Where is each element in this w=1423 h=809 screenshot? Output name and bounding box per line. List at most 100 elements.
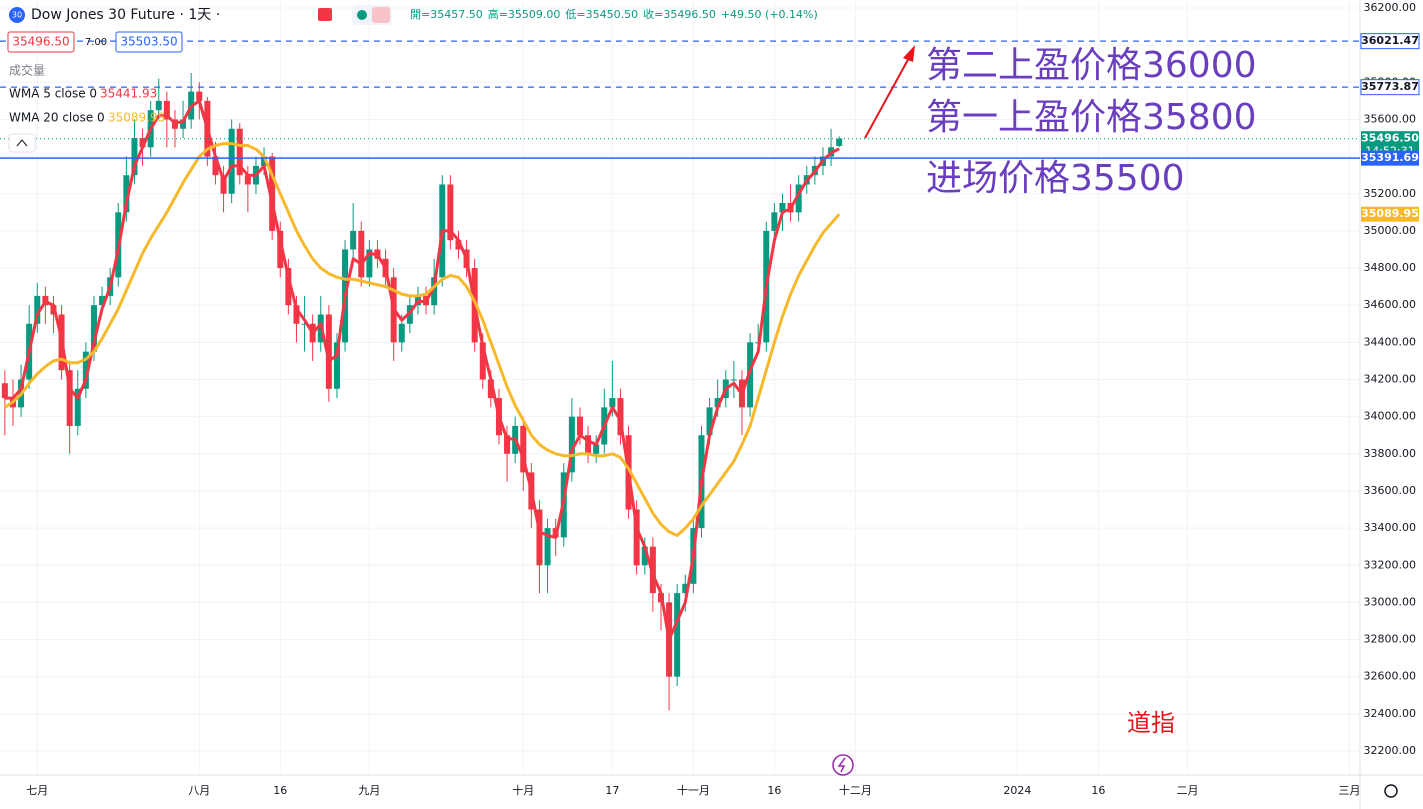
overlay: 30 Dow Jones 30 Future · 1天 · 開=35457.50… bbox=[7, 5, 1420, 798]
x-tick-label: 16 bbox=[1091, 784, 1105, 797]
y-tick-label: 33200.00 bbox=[1364, 558, 1417, 571]
y-tick-label: 35000.00 bbox=[1364, 224, 1417, 237]
candle-body bbox=[131, 138, 138, 176]
price-tag-label: 36021.47 bbox=[1361, 34, 1419, 47]
buy-box[interactable] bbox=[115, 31, 183, 53]
x-tick-label: 16 bbox=[273, 784, 287, 797]
candle-body bbox=[82, 351, 89, 389]
wma-line bbox=[4, 99, 840, 641]
x-tick-label: 2024 bbox=[1003, 784, 1031, 797]
candle-body bbox=[123, 175, 130, 213]
x-tick-label: 八月 bbox=[188, 784, 210, 797]
y-tick-label: 35200.00 bbox=[1364, 187, 1417, 200]
candle-body bbox=[325, 314, 332, 389]
candle-body bbox=[99, 295, 106, 306]
candle-body bbox=[139, 138, 146, 148]
candle-body bbox=[568, 416, 575, 473]
candle-body bbox=[66, 370, 73, 426]
candle-body bbox=[641, 546, 648, 566]
candle-body bbox=[212, 156, 219, 176]
candle-body bbox=[455, 240, 462, 250]
volume-label: 成交量 bbox=[9, 63, 45, 78]
candle-body bbox=[163, 100, 170, 120]
flag-icon[interactable] bbox=[318, 8, 332, 21]
candle-body bbox=[576, 416, 583, 436]
ohlc-value: 收=35496.50 bbox=[643, 7, 716, 21]
x-tick-label: 七月 bbox=[26, 784, 48, 797]
candle-body bbox=[795, 184, 802, 213]
events-icon[interactable] bbox=[832, 754, 854, 776]
y-tick-label: 32400.00 bbox=[1364, 707, 1417, 720]
ohlc: 開=35457.50 高=35509.00 低=35450.50 收=35496.50… bbox=[410, 7, 818, 21]
y-tick-label: 33800.00 bbox=[1364, 447, 1417, 460]
candle-body bbox=[674, 593, 681, 677]
collapse-icon bbox=[16, 139, 28, 147]
candle-body bbox=[90, 305, 97, 352]
x-tick-label: 16 bbox=[767, 784, 781, 797]
x-tick-label: 17 bbox=[605, 784, 619, 797]
candle-body bbox=[633, 509, 640, 566]
ohlc-value: +49.50 (+0.14%) bbox=[721, 8, 818, 21]
x-tick-label: 十二月 bbox=[839, 783, 872, 797]
candle-body bbox=[301, 323, 308, 325]
candle-body bbox=[504, 435, 511, 454]
price-tag-label: 35773.87 bbox=[1361, 80, 1419, 93]
candle-body bbox=[358, 230, 365, 278]
candle-body bbox=[196, 91, 203, 101]
y-tick-label: 34600.00 bbox=[1364, 298, 1417, 311]
y-tick-label: 36200.00 bbox=[1364, 1, 1417, 14]
annotation: 第一上盈价格35800 bbox=[926, 97, 1257, 138]
legend-name: WMA 20 close 0 bbox=[9, 111, 105, 125]
arrow-head bbox=[903, 45, 915, 62]
plot bbox=[0, 40, 1360, 711]
candle-body bbox=[155, 100, 162, 111]
arrow bbox=[864, 55, 911, 139]
candle-body bbox=[285, 268, 292, 306]
candle-body bbox=[771, 212, 778, 231]
candle-body bbox=[74, 388, 81, 426]
price-tag-label: 35391.69 bbox=[1361, 151, 1419, 164]
price-tag-label: 35496.50 bbox=[1361, 132, 1419, 145]
candle-body bbox=[366, 249, 373, 278]
logo-text: 30 bbox=[12, 11, 22, 20]
candle-body bbox=[520, 425, 527, 473]
candle-body bbox=[617, 398, 624, 436]
y-tick-label: 32600.00 bbox=[1364, 670, 1417, 683]
sell-box[interactable] bbox=[7, 31, 75, 53]
candle-body bbox=[487, 379, 494, 399]
candle-body bbox=[277, 230, 284, 269]
x-tick-label: 十一月 bbox=[677, 783, 710, 797]
candle-body bbox=[244, 175, 251, 185]
y-tick-label: 35600.00 bbox=[1364, 112, 1417, 125]
candle-body bbox=[479, 342, 486, 380]
x-tick-label: 九月 bbox=[358, 784, 380, 797]
price-tag bbox=[1360, 33, 1420, 50]
candle-body bbox=[779, 203, 786, 213]
y-tick-label: 33000.00 bbox=[1364, 595, 1417, 608]
candle-body bbox=[609, 398, 616, 408]
candle-body bbox=[1, 383, 8, 399]
annotation: 道指 bbox=[1127, 709, 1175, 737]
legend-name: WMA 5 close 0 bbox=[9, 87, 97, 101]
x-tick-label: 三月 bbox=[1338, 784, 1360, 797]
x-tick-label: 十月 bbox=[512, 783, 534, 797]
wma-line bbox=[4, 142, 841, 537]
y-tick-label: 34200.00 bbox=[1364, 373, 1417, 386]
candle-body bbox=[706, 407, 713, 436]
y-tick-label: 32800.00 bbox=[1364, 633, 1417, 646]
candle-body bbox=[228, 128, 235, 194]
price-tag bbox=[1361, 206, 1419, 222]
y-tick-label: 33600.00 bbox=[1364, 484, 1417, 497]
candle-body bbox=[836, 138, 843, 146]
candle-body bbox=[730, 379, 737, 381]
candle-body bbox=[585, 435, 592, 454]
candle-body bbox=[544, 528, 551, 566]
settings-icon[interactable] bbox=[1384, 784, 1398, 798]
events-bolt bbox=[837, 757, 846, 773]
sell-price: 35496.50 bbox=[12, 35, 69, 49]
ohlc-value: 開=35457.50 bbox=[410, 8, 483, 21]
logo bbox=[9, 7, 25, 23]
collapse-button[interactable] bbox=[8, 133, 36, 153]
